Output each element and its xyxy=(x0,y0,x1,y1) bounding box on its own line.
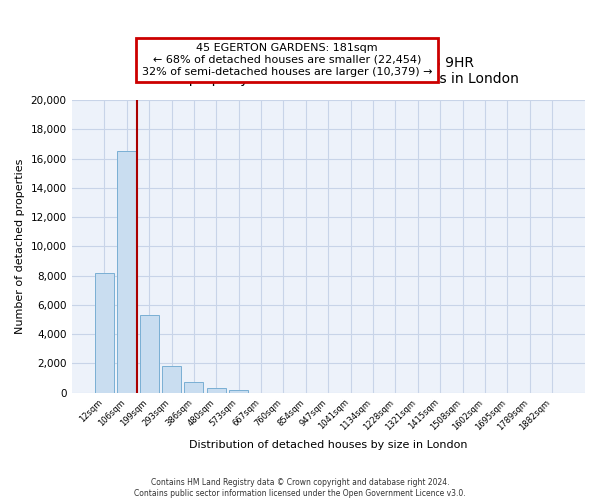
Y-axis label: Number of detached properties: Number of detached properties xyxy=(15,158,25,334)
Text: 45 EGERTON GARDENS: 181sqm
← 68% of detached houses are smaller (22,454)
32% of : 45 EGERTON GARDENS: 181sqm ← 68% of deta… xyxy=(142,44,433,76)
Bar xyxy=(229,390,248,393)
Bar xyxy=(117,151,136,393)
Bar xyxy=(184,382,203,393)
Text: Contains HM Land Registry data © Crown copyright and database right 2024.
Contai: Contains HM Land Registry data © Crown c… xyxy=(134,478,466,498)
Bar xyxy=(140,315,158,393)
Title: 45, EGERTON GARDENS, ILFORD, IG3 9HR
Size of property relative to detached house: 45, EGERTON GARDENS, ILFORD, IG3 9HR Siz… xyxy=(138,56,519,86)
Bar xyxy=(207,388,226,393)
X-axis label: Distribution of detached houses by size in London: Distribution of detached houses by size … xyxy=(189,440,467,450)
Bar xyxy=(95,272,114,393)
Bar xyxy=(162,366,181,393)
